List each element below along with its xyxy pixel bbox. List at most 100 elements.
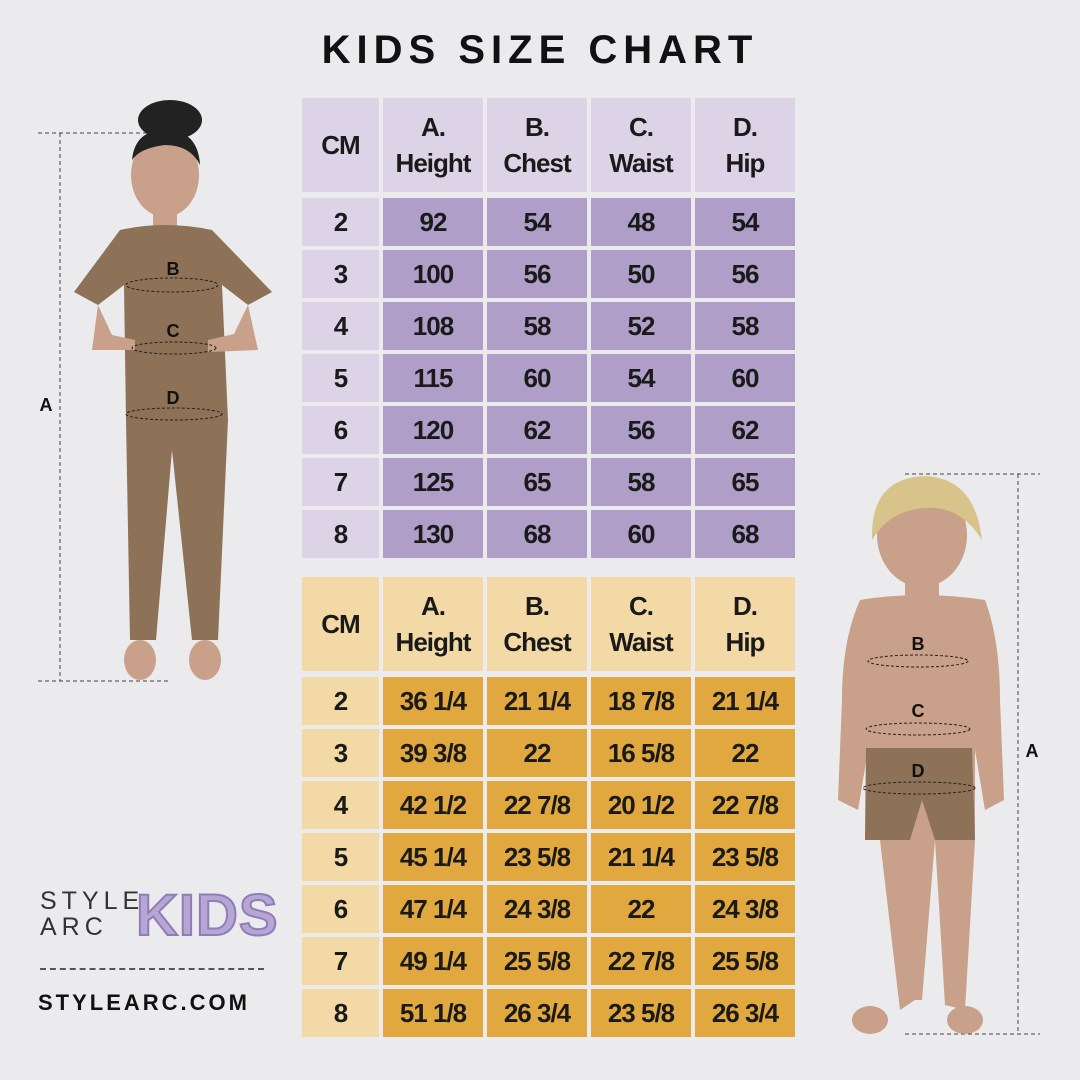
measurement: 26 3/4 <box>487 989 587 1037</box>
title: KIDS SIZE CHART <box>321 28 759 72</box>
divider <box>40 968 264 970</box>
measurement: 54 <box>487 198 587 246</box>
measurement: 16 5/8 <box>591 729 691 777</box>
measurement: 47 1/4 <box>383 885 483 933</box>
measurement: 50 <box>591 250 691 298</box>
measurement: 56 <box>487 250 587 298</box>
measurement: 20 1/2 <box>591 781 691 829</box>
girl-height-label: A <box>40 395 53 415</box>
size-label: 5 <box>302 833 379 881</box>
size-label: 2 <box>302 677 379 725</box>
header-letter: A. <box>421 591 446 621</box>
measurement: 23 5/8 <box>487 833 587 881</box>
header-letter: B. <box>525 591 550 621</box>
measurement: 45 1/4 <box>383 833 483 881</box>
measurement: 36 1/4 <box>383 677 483 725</box>
girl-hip-label: D <box>167 388 180 408</box>
measurement: 108 <box>383 302 483 350</box>
measurement: 51 1/8 <box>383 989 483 1037</box>
size-label: 7 <box>302 458 379 506</box>
measurement: 42 1/2 <box>383 781 483 829</box>
girl-chest-label: B <box>167 259 180 279</box>
girl-waist-label: C <box>167 321 180 341</box>
measurement: 100 <box>383 250 483 298</box>
header-name: Waist <box>609 148 673 178</box>
measurement: 120 <box>383 406 483 454</box>
measurement: 68 <box>695 510 795 558</box>
measurement: 22 <box>695 729 795 777</box>
column-header: D. Hip <box>695 98 795 192</box>
header-letter: C. <box>629 112 654 142</box>
measurement: 58 <box>591 458 691 506</box>
size-label: 5 <box>302 354 379 402</box>
logo-brand: KIDS <box>135 882 279 949</box>
boy-hip-label: D <box>912 761 925 781</box>
measurement: 22 7/8 <box>487 781 587 829</box>
measurement: 25 5/8 <box>695 937 795 985</box>
header-letter: A. <box>421 112 446 142</box>
size-label: 4 <box>302 302 379 350</box>
measurement: 22 <box>591 885 691 933</box>
cm-table: CM A. Height B. Chest C. Waist D. Hip 2 92 54 48 54 3 1… <box>302 98 795 558</box>
measurement: 54 <box>695 198 795 246</box>
logo-line: ARC <box>40 913 108 941</box>
measurement: 48 <box>591 198 691 246</box>
corner-header: CM <box>302 98 379 192</box>
size-label: 7 <box>302 937 379 985</box>
header-name: Waist <box>609 627 673 657</box>
column-header: C. Waist <box>591 577 691 671</box>
measurement: 39 3/8 <box>383 729 483 777</box>
size-label: 6 <box>302 406 379 454</box>
measurement: 21 1/4 <box>487 677 587 725</box>
measurement: 130 <box>383 510 483 558</box>
website: STYLEARC.COM <box>38 990 250 1015</box>
measurement: 24 3/8 <box>695 885 795 933</box>
measurement: 24 3/8 <box>487 885 587 933</box>
measurement: 65 <box>487 458 587 506</box>
column-header: A. Height <box>383 98 483 192</box>
size-label: 4 <box>302 781 379 829</box>
size-label: 8 <box>302 989 379 1037</box>
measurement: 62 <box>695 406 795 454</box>
measurement: 54 <box>591 354 691 402</box>
measurement: 25 5/8 <box>487 937 587 985</box>
measurement: 52 <box>591 302 691 350</box>
column-header: B. Chest <box>487 98 587 192</box>
logo: STYLE ARC KIDS <box>40 882 279 949</box>
measurement: 23 5/8 <box>695 833 795 881</box>
measurement: 26 3/4 <box>695 989 795 1037</box>
measurement: 22 7/8 <box>591 937 691 985</box>
header-letter: B. <box>525 112 550 142</box>
header-letter: C. <box>629 591 654 621</box>
size-label: 3 <box>302 729 379 777</box>
size-label: 6 <box>302 885 379 933</box>
measurement: 125 <box>383 458 483 506</box>
header-name: Hip <box>725 627 766 657</box>
measurement: 18 7/8 <box>591 677 691 725</box>
measurement: 23 5/8 <box>591 989 691 1037</box>
column-header: B. Chest <box>487 577 587 671</box>
measurement: 49 1/4 <box>383 937 483 985</box>
measurement: 60 <box>487 354 587 402</box>
measurement: 68 <box>487 510 587 558</box>
measurement: 58 <box>487 302 587 350</box>
header-name: Chest <box>503 148 571 178</box>
measurement: 22 <box>487 729 587 777</box>
boy-chest-label: B <box>912 634 925 654</box>
header-letter: D. <box>733 112 758 142</box>
measurement: 56 <box>591 406 691 454</box>
measurement: 115 <box>383 354 483 402</box>
measurement: 21 1/4 <box>591 833 691 881</box>
measurement: 62 <box>487 406 587 454</box>
column-header: C. Waist <box>591 98 691 192</box>
measurement: 58 <box>695 302 795 350</box>
measurement: 60 <box>591 510 691 558</box>
boy-waist-label: C <box>912 701 925 721</box>
header-letter: D. <box>733 591 758 621</box>
boy-height-label: A <box>1026 741 1039 761</box>
header-name: Chest <box>503 627 571 657</box>
measurement: 56 <box>695 250 795 298</box>
measurement: 60 <box>695 354 795 402</box>
